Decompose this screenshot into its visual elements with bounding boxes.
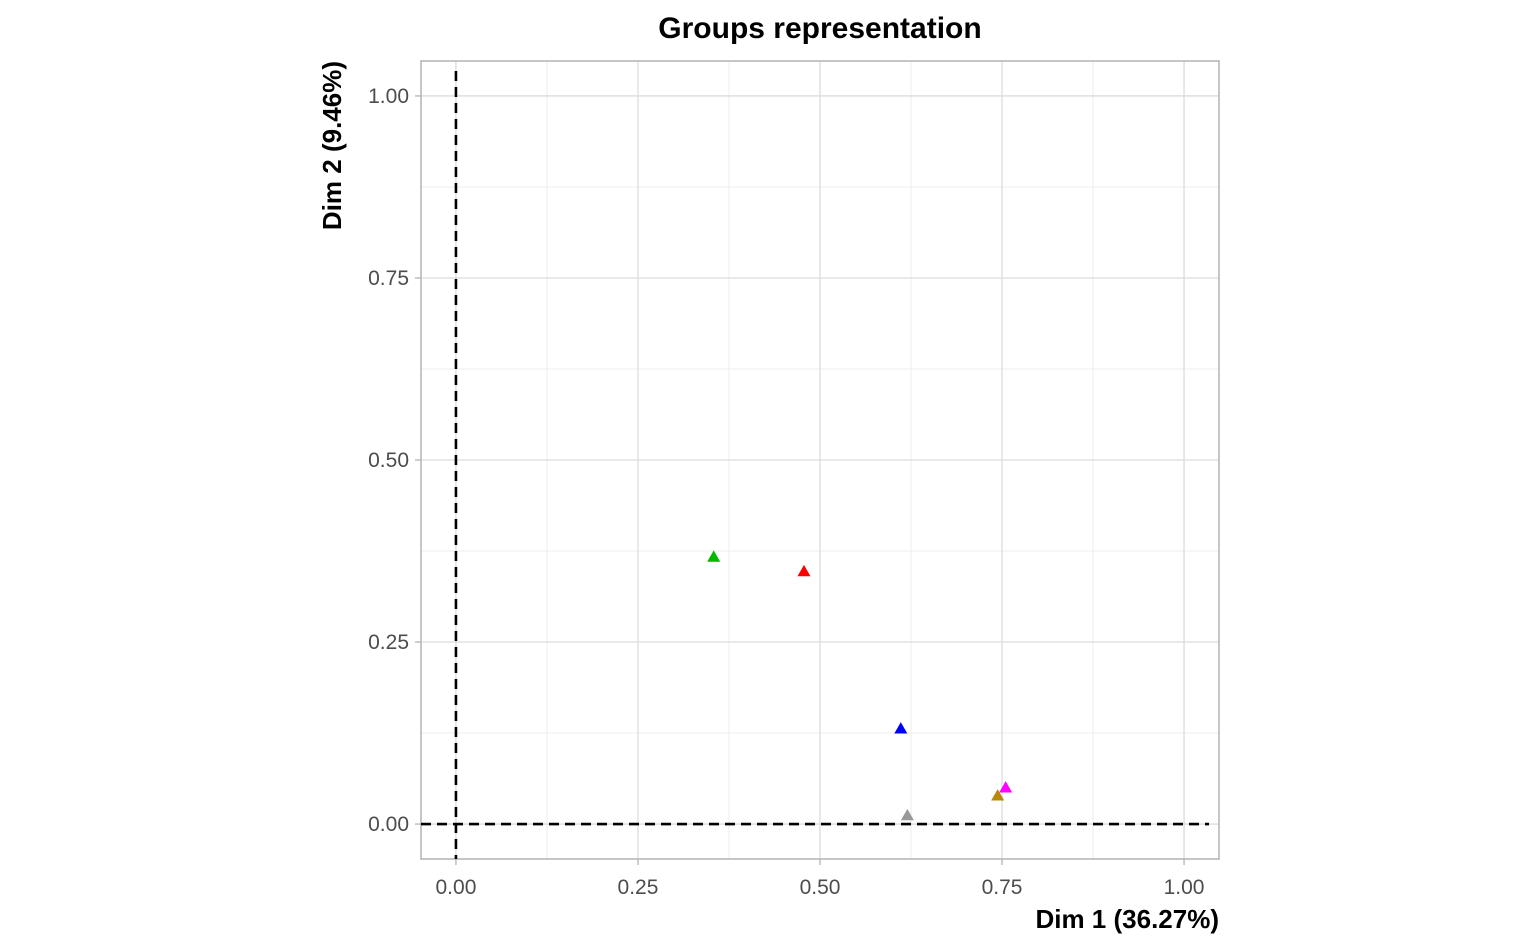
- data-point-triangle: [707, 550, 721, 562]
- data-point-triangle: [991, 789, 1005, 801]
- data-points: [707, 550, 1013, 821]
- y-tick-label: 0.50: [368, 449, 409, 472]
- data-point-triangle: [797, 564, 811, 577]
- x-tick-label: 0.75: [982, 876, 1023, 899]
- x-tick-label: 1.00: [1164, 876, 1205, 899]
- reference-lines: [421, 71, 1209, 859]
- x-axis-title: Dim 1 (36.27%): [1035, 904, 1219, 934]
- x-axis-ticks: 0.00 0.25 0.50 0.75 1.00: [436, 859, 1205, 899]
- data-point-triangle: [999, 781, 1013, 793]
- data-point-triangle: [894, 722, 908, 734]
- y-tick-label: 1.00: [368, 85, 409, 108]
- y-axis-title: Dim 2 (9.46%): [317, 61, 347, 230]
- y-tick-label: 0.00: [368, 813, 409, 836]
- y-tick-label: 0.75: [368, 267, 409, 290]
- gridlines: [421, 61, 1219, 859]
- y-axis-ticks: 0.00 0.25 0.50 0.75 1.00: [368, 85, 421, 836]
- x-tick-label: 0.00: [436, 876, 477, 899]
- x-tick-label: 0.25: [618, 876, 659, 899]
- y-tick-label: 0.25: [368, 631, 409, 654]
- x-tick-label: 0.50: [800, 876, 841, 899]
- chart-title: Groups representation: [658, 12, 981, 45]
- data-point-triangle: [900, 808, 914, 821]
